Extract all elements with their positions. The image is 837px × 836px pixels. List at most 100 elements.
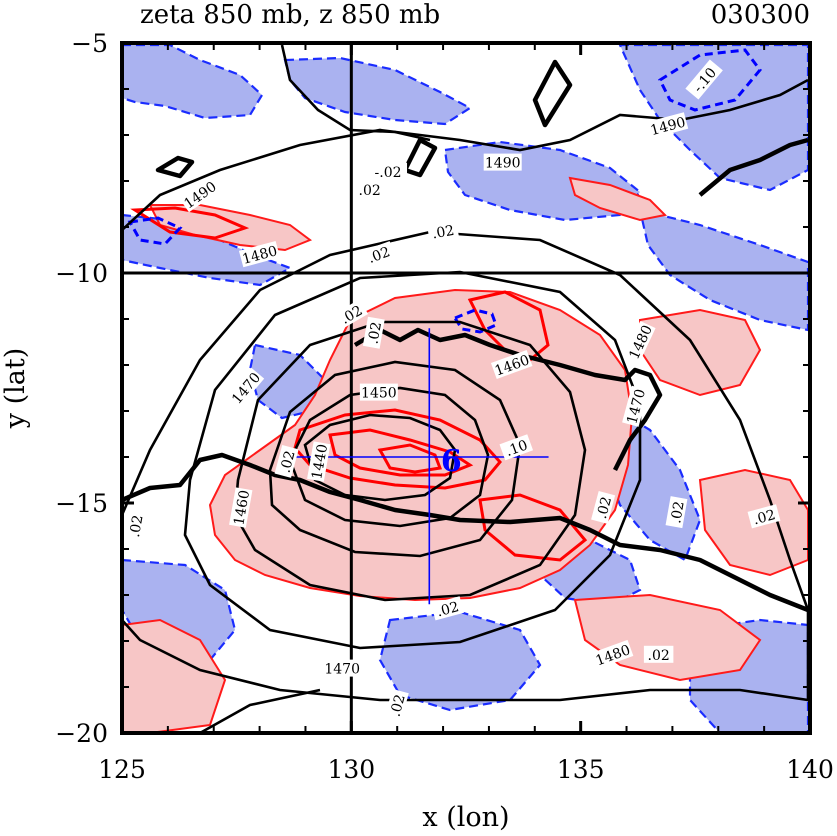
y-tick-label-2: −15 (55, 489, 108, 518)
y-axis-ticks: −5 −10 −15 −20 (55, 29, 810, 748)
zeta-label-2-group: .02 (426, 220, 459, 243)
z-label-1440-0: 1440 (309, 443, 331, 481)
z-label-1440-0-group: 1440 (307, 441, 331, 482)
z-label-1470-1-group: 1470 (323, 659, 362, 678)
zeta-label-15-group: -.02 (369, 162, 408, 181)
z-label-1450-0: 1450 (361, 386, 397, 402)
coastline-north-shore (353, 327, 663, 472)
z-label-1490-0-bg (179, 176, 221, 213)
zeta-strong-4 (467, 290, 550, 362)
neg-region-northwest (122, 43, 264, 120)
x-axis-label: x (lon) (422, 802, 509, 833)
zeta-label-6-bg (431, 596, 464, 621)
zeta-label-0-bg (274, 445, 299, 478)
zeta-label-13-group: .10 (499, 434, 534, 461)
z-label-1460-0-bg (229, 487, 253, 528)
zeta-label-1-group: .02 (354, 181, 385, 199)
zeta-label-3-group: .02 (361, 241, 396, 268)
zeta-label-11: .02 (127, 514, 147, 539)
zeta-label-1-bg (354, 181, 385, 199)
plot-frame (120, 41, 812, 735)
z-label-1470-0-bg (226, 367, 265, 408)
z-contour-1470 (183, 270, 642, 650)
coastline (122, 59, 809, 613)
reference-lines (122, 43, 810, 733)
zeta-strong-5 (478, 493, 588, 562)
z-contour-south (199, 688, 321, 733)
zeta-label-0-group: .02 (274, 445, 299, 478)
zeta-label-3-bg (361, 241, 396, 268)
y-tick-label-1: −10 (55, 259, 108, 288)
zeta-label-13-bg (499, 434, 534, 461)
zeta-label-12-bg (384, 688, 409, 722)
coastline-island-1 (155, 155, 195, 179)
z-label-1470-1-bg (323, 659, 362, 677)
zeta-strong-3 (377, 443, 443, 474)
y-tick-label-0: −5 (71, 29, 108, 58)
x-tick-label-2: 135 (557, 755, 605, 784)
z-label-1460-0-group: 1460 (229, 487, 253, 528)
zeta-label-9-group: .02 (747, 504, 781, 529)
z-label-1460-0: 1460 (231, 489, 253, 527)
x-axis-ticks: 125 130 135 140 (98, 43, 834, 784)
zeta-label-11-bg (124, 509, 147, 542)
zeta-label-7-bg (643, 645, 674, 663)
neg-region-east-band (638, 208, 810, 332)
zeta-label-15-bg (369, 162, 408, 180)
neg-region-north-strip (283, 56, 473, 126)
zeta-label-4-bg (334, 299, 369, 329)
zeta-strong-6 (130, 206, 250, 240)
z-contour-1460 (233, 320, 587, 602)
zeta-neg-strong-3 (658, 48, 762, 112)
zeta-label-13: .10 (504, 437, 530, 460)
negative-vorticity-strong-contours (127, 48, 762, 334)
neg-region-south-center (378, 610, 542, 712)
zeta-label-8-bg (665, 496, 688, 529)
chart-title-left: zeta 850 mb, z 850 mb (140, 0, 440, 30)
z-label-1490-1-group: 1490 (483, 153, 522, 172)
zeta-label-6: .02 (435, 599, 461, 620)
z-contour-1480 (122, 230, 810, 702)
zeta-label-2-bg (426, 220, 459, 243)
zeta-label-0: .02 (277, 449, 298, 475)
z-label-1480-1-bg (624, 320, 656, 363)
zeta-label-5-bg (362, 316, 385, 349)
z-label-1490-2-bg (647, 112, 689, 139)
z-contour-1490 (122, 78, 809, 231)
zeta-label-11-group: .02 (124, 509, 147, 542)
z-contour-1450 (268, 360, 522, 558)
y-axis-label: y (lat) (0, 348, 31, 430)
z-label-1470-2-bg (622, 385, 649, 427)
z-label-1450-0-group: 1450 (359, 383, 398, 402)
x-tick-label-1: 130 (327, 755, 375, 784)
zeta-label-2: .02 (431, 223, 456, 243)
height-contours (122, 44, 810, 733)
zeta-label-1: .02 (359, 183, 381, 199)
chart-title-right: 030300 (711, 0, 810, 30)
coastline-island-3 (532, 59, 573, 128)
x-tick-label-3: 140 (786, 755, 834, 784)
zeta-label-10-bg (591, 491, 616, 524)
zeta-label-9-bg (747, 504, 781, 529)
coastline-island-2 (402, 137, 438, 178)
zeta-label-12: .02 (388, 693, 409, 719)
zeta-label-7-group: .02 (643, 645, 674, 664)
coastline-main (122, 452, 809, 613)
z-label-1460-1-bg (490, 350, 533, 380)
x-tick-label-0: 125 (98, 755, 146, 784)
zeta-label-10: .02 (594, 495, 615, 521)
z-label-1480-0-bg (238, 240, 281, 268)
zeta-label-7: .02 (648, 648, 670, 664)
z-label-1470-1: 1470 (324, 662, 360, 678)
vorticity-contour-labels: .02.02.02.02.02.02.02.02.02.02.02.02.02.… (124, 59, 781, 722)
z-label-1490-1-bg (483, 153, 522, 171)
y-tick-label-3: −20 (55, 719, 108, 748)
zeta-label-5: .02 (365, 321, 385, 346)
center-symbol: 6 (441, 444, 462, 479)
zeta-label-14-bg (685, 59, 723, 100)
zeta-label-12-group: .02 (384, 688, 409, 722)
zeta-label-9: .02 (752, 507, 778, 528)
pos-region-northeast-streak (568, 176, 668, 222)
z-label-1490-1: 1490 (485, 156, 521, 172)
